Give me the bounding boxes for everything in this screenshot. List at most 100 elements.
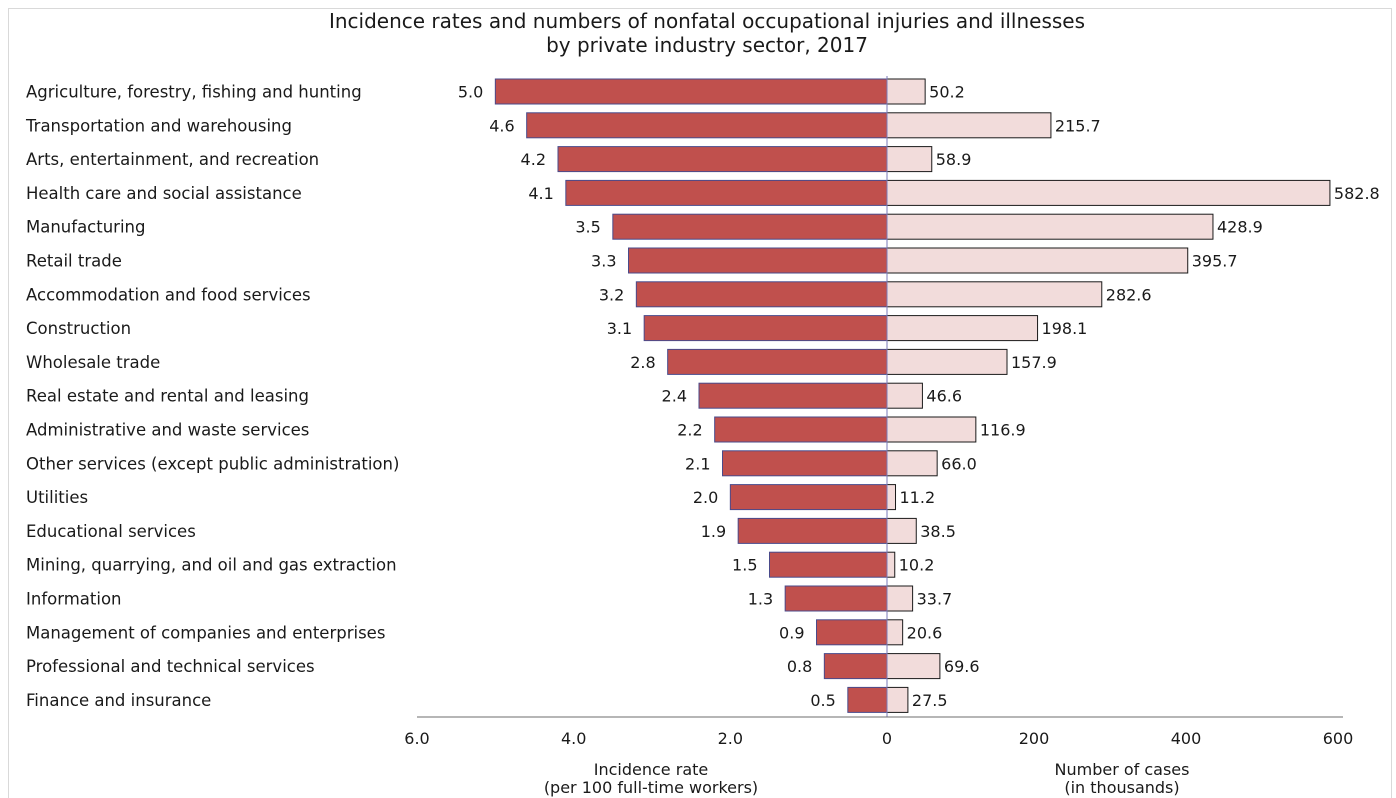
incidence-rate-bar bbox=[526, 112, 888, 139]
cases-value-label: 11.2 bbox=[900, 488, 936, 507]
incidence-rate-bar bbox=[737, 517, 888, 544]
cases-value-label: 66.0 bbox=[941, 454, 977, 473]
cases-bar bbox=[886, 179, 1331, 206]
category-label: Manufacturing bbox=[26, 218, 145, 237]
category-label: Agriculture, forestry, fishing and hunti… bbox=[26, 83, 362, 102]
incidence-rate-tick-label: 6.0 bbox=[404, 729, 429, 748]
cases-bar bbox=[886, 484, 897, 511]
category-label: Transportation and warehousing bbox=[25, 116, 292, 135]
category-label: Real estate and rental and leasing bbox=[26, 387, 309, 406]
cases-value-label: 282.6 bbox=[1106, 285, 1152, 304]
incidence-rate-value-label: 2.4 bbox=[662, 387, 687, 406]
category-label: Professional and technical services bbox=[26, 657, 315, 676]
incidence-rate-bar bbox=[643, 315, 888, 342]
cases-value-label: 20.6 bbox=[907, 623, 943, 642]
incidence-rate-bar bbox=[667, 348, 888, 375]
category-label: Management of companies and enterprises bbox=[26, 623, 385, 642]
chart-frame bbox=[8, 8, 1392, 798]
cases-value-label: 582.8 bbox=[1334, 184, 1380, 203]
cases-tick-label: 600 bbox=[1323, 729, 1354, 748]
incidence-rate-value-label: 1.5 bbox=[732, 556, 757, 575]
cases-bar bbox=[886, 247, 1189, 274]
incidence-rate-tick-label: 0 bbox=[882, 729, 892, 748]
cases-axis-title: (in thousands) bbox=[1064, 778, 1179, 797]
incidence-rate-value-label: 3.2 bbox=[599, 285, 624, 304]
category-label: Retail trade bbox=[26, 252, 122, 271]
incidence-rate-value-label: 3.5 bbox=[575, 218, 600, 237]
incidence-rate-tick-label: 2.0 bbox=[718, 729, 743, 748]
category-label: Mining, quarrying, and oil and gas extra… bbox=[26, 556, 397, 575]
incidence-rate-bar bbox=[722, 450, 888, 477]
incidence-rate-tick-label: 4.0 bbox=[561, 729, 586, 748]
category-label: Arts, entertainment, and recreation bbox=[26, 150, 319, 169]
cases-bar bbox=[886, 619, 904, 646]
incidence-rate-value-label: 0.8 bbox=[787, 657, 812, 676]
cases-bar bbox=[886, 281, 1103, 308]
category-label: Information bbox=[26, 590, 122, 609]
category-label: Administrative and waste services bbox=[26, 421, 309, 440]
incidence-rate-bar bbox=[565, 179, 888, 206]
cases-value-label: 428.9 bbox=[1217, 218, 1263, 237]
incidence-rate-bar bbox=[784, 585, 888, 612]
cases-value-label: 198.1 bbox=[1042, 319, 1088, 338]
incidence-rate-value-label: 2.2 bbox=[677, 421, 702, 440]
cases-value-label: 46.6 bbox=[926, 387, 962, 406]
category-label: Finance and insurance bbox=[26, 691, 211, 710]
incidence-rate-bar bbox=[816, 619, 888, 646]
cases-bar bbox=[886, 348, 1008, 375]
cases-bar bbox=[886, 112, 1052, 139]
chart-title-line: by private industry sector, 2017 bbox=[546, 33, 868, 57]
cases-bar bbox=[886, 653, 941, 680]
category-label: Health care and social assistance bbox=[26, 184, 302, 203]
cases-tick-label: 400 bbox=[1171, 729, 1202, 748]
incidence-rate-bar bbox=[628, 247, 888, 274]
incidence-rate-value-label: 4.1 bbox=[528, 184, 553, 203]
incidence-rate-bar bbox=[698, 382, 888, 409]
cases-value-label: 27.5 bbox=[912, 691, 948, 710]
incidence-rate-bar bbox=[729, 484, 888, 511]
cases-bar bbox=[886, 450, 938, 477]
incidence-rate-value-label: 2.0 bbox=[693, 488, 718, 507]
incidence-rate-value-label: 3.1 bbox=[607, 319, 632, 338]
category-label: Wholesale trade bbox=[26, 353, 160, 372]
incidence-rate-bar bbox=[847, 686, 888, 713]
category-label: Educational services bbox=[26, 522, 196, 541]
cases-value-label: 33.7 bbox=[917, 590, 953, 609]
incidence-rate-bar bbox=[823, 653, 888, 680]
incidence-rate-bar bbox=[714, 416, 888, 443]
category-label: Construction bbox=[26, 319, 131, 338]
cases-bar bbox=[886, 382, 923, 409]
cases-value-label: 157.9 bbox=[1011, 353, 1057, 372]
cases-bar bbox=[886, 78, 926, 105]
cases-value-label: 58.9 bbox=[936, 150, 972, 169]
cases-bar bbox=[886, 315, 1039, 342]
incidence-rate-bar bbox=[769, 551, 888, 578]
cases-value-label: 10.2 bbox=[899, 556, 935, 575]
category-label: Utilities bbox=[26, 488, 88, 507]
incidence-rate-value-label: 2.8 bbox=[630, 353, 655, 372]
cases-axis-title: Number of cases bbox=[1055, 760, 1190, 779]
cases-bar bbox=[886, 686, 909, 713]
cases-bar bbox=[886, 213, 1214, 240]
cases-tick-label: 200 bbox=[1019, 729, 1050, 748]
incidence-rate-value-label: 5.0 bbox=[458, 83, 483, 102]
cases-value-label: 50.2 bbox=[929, 83, 965, 102]
cases-value-label: 38.5 bbox=[920, 522, 956, 541]
cases-value-label: 395.7 bbox=[1192, 252, 1238, 271]
cases-bar bbox=[886, 551, 896, 578]
category-label: Accommodation and food services bbox=[26, 285, 311, 304]
cases-bar bbox=[886, 146, 933, 173]
incidence-rate-value-label: 3.3 bbox=[591, 252, 616, 271]
chart-title-line: Incidence rates and numbers of nonfatal … bbox=[329, 9, 1085, 33]
incidence-rate-value-label: 1.3 bbox=[748, 590, 773, 609]
incidence-rate-bar bbox=[494, 78, 888, 105]
incidence-rate-bar bbox=[557, 146, 888, 173]
incidence-rate-axis-title: Incidence rate bbox=[594, 760, 708, 779]
cases-value-label: 69.6 bbox=[944, 657, 980, 676]
incidence-rate-value-label: 4.6 bbox=[489, 116, 514, 135]
category-label: Other services (except public administra… bbox=[26, 454, 399, 473]
cases-bar bbox=[886, 517, 917, 544]
cases-value-label: 215.7 bbox=[1055, 116, 1101, 135]
incidence-rate-value-label: 0.5 bbox=[810, 691, 835, 710]
incidence-rate-value-label: 1.9 bbox=[701, 522, 726, 541]
